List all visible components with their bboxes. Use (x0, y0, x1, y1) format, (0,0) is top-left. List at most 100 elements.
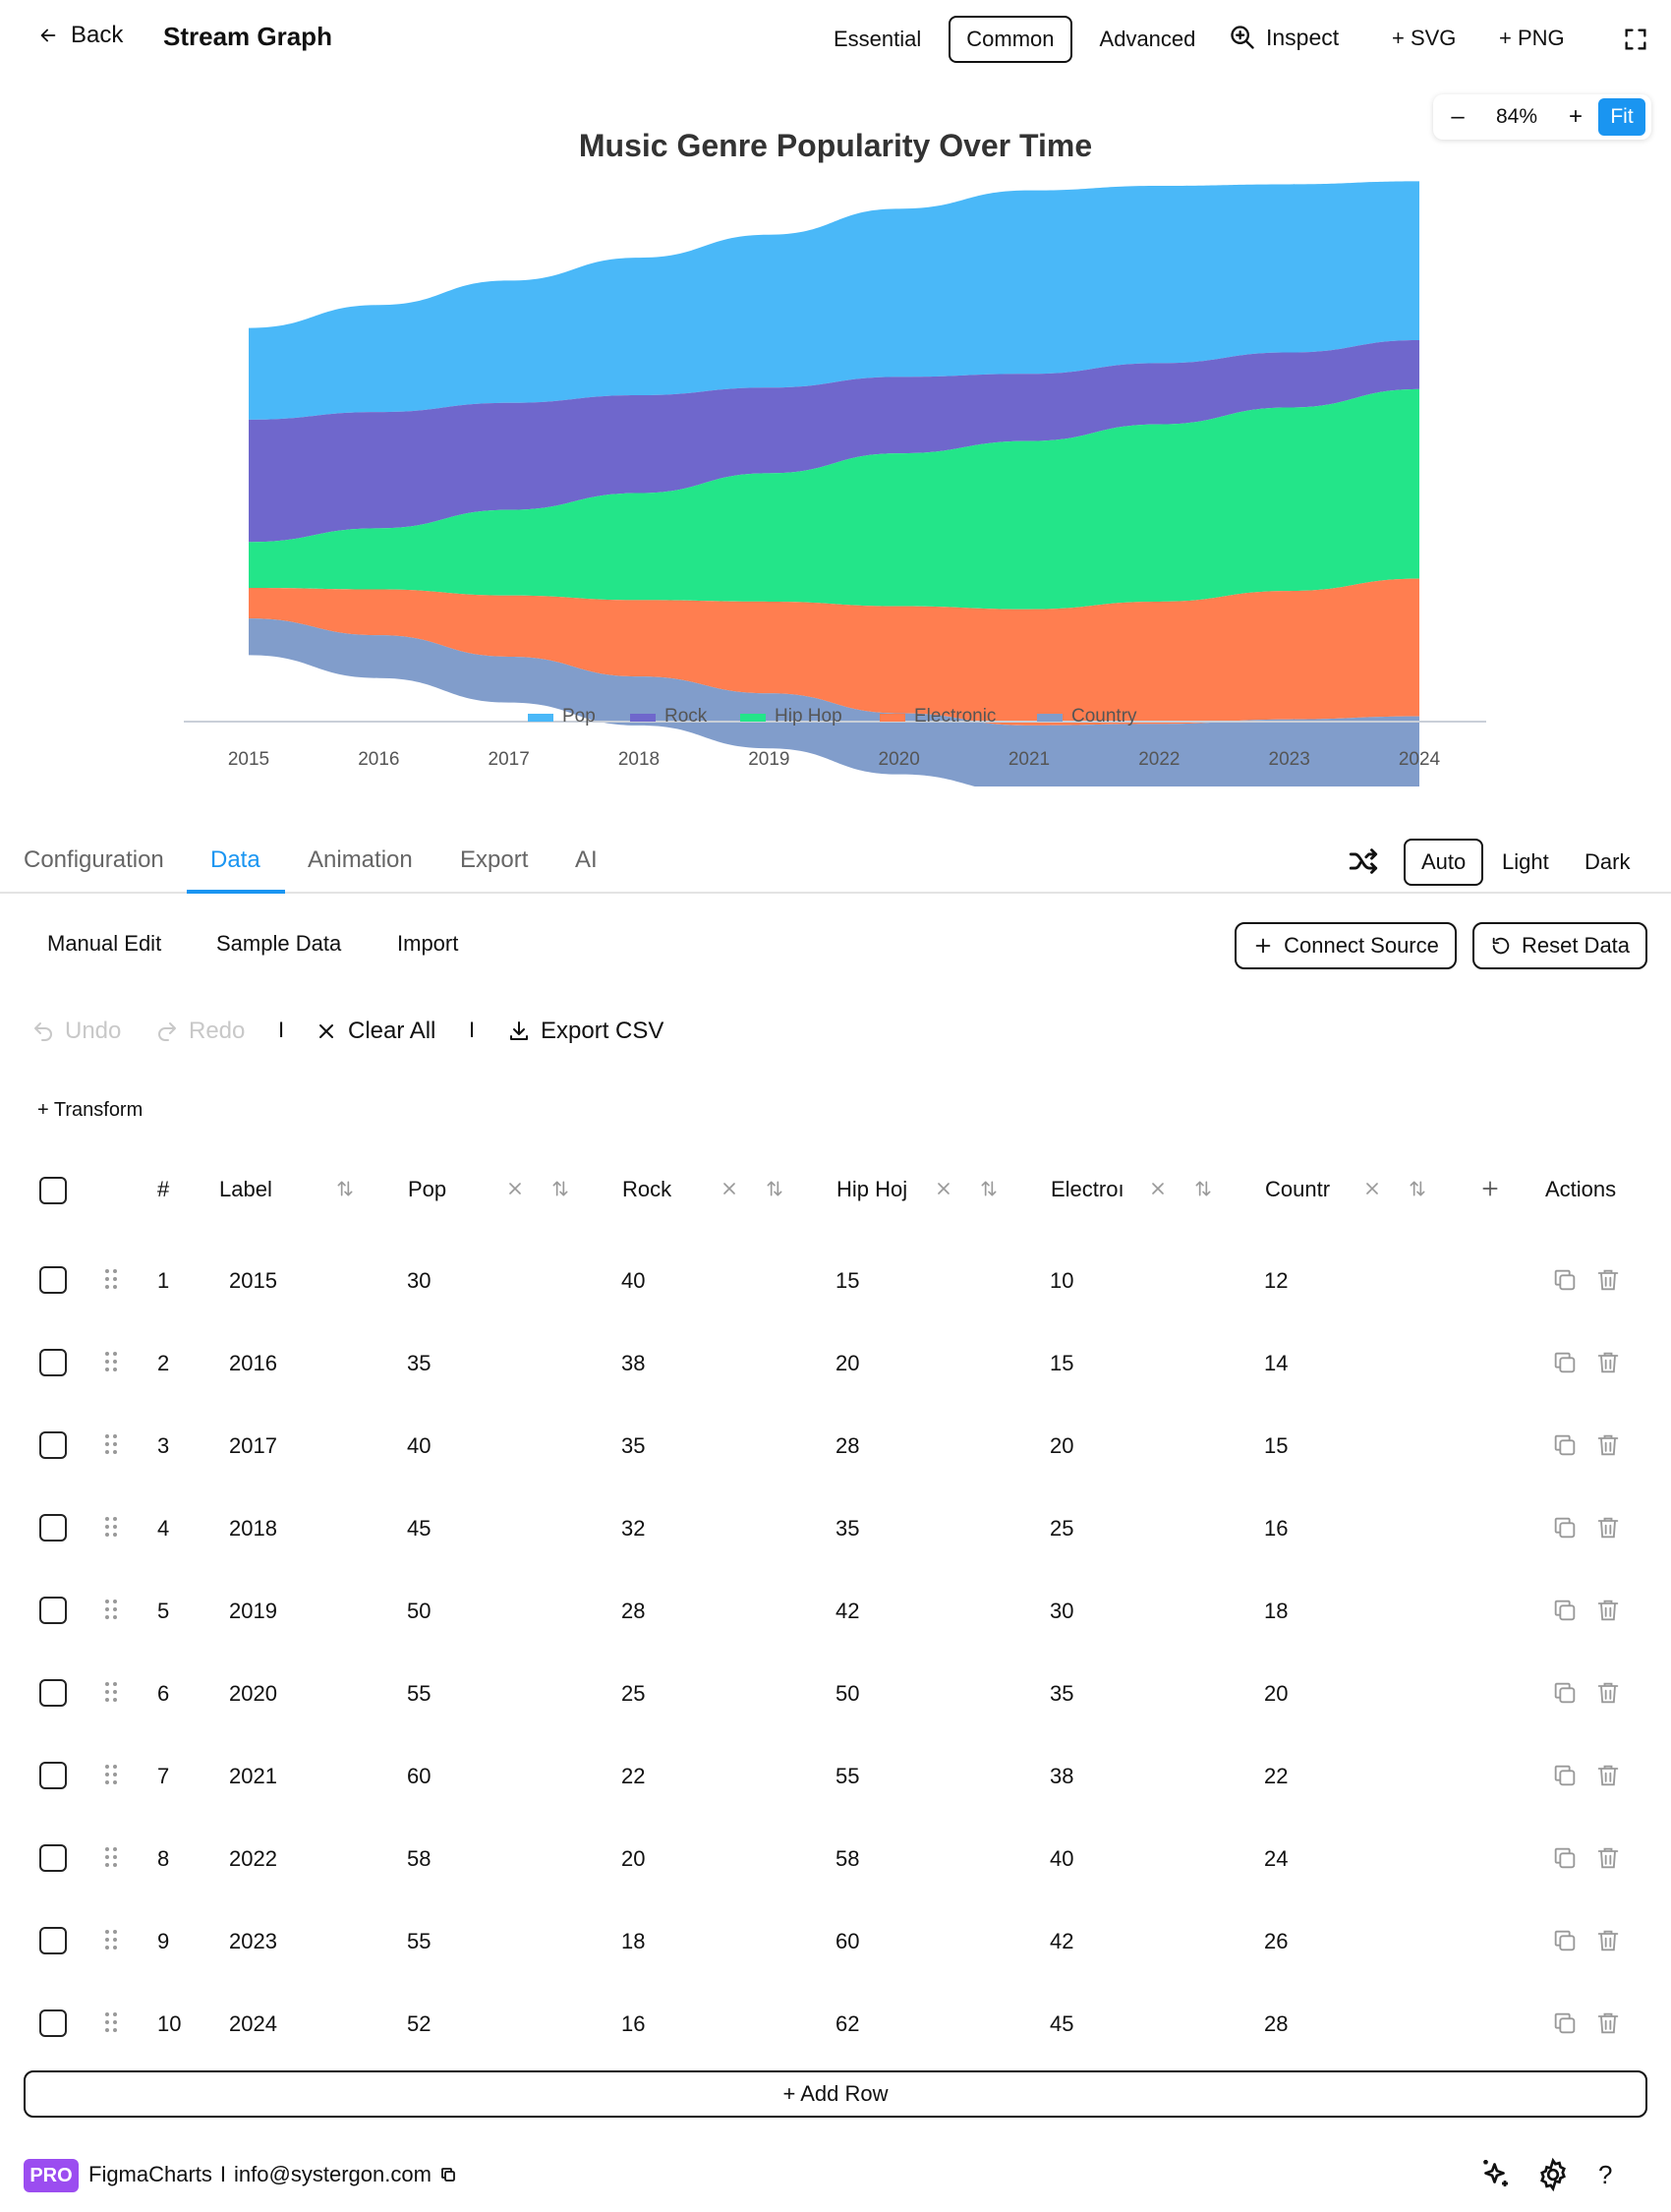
table-cell-hiphop[interactable]: 15 (836, 1268, 860, 1293)
table-cell-pop[interactable]: 58 (407, 1846, 432, 1871)
table-cell-pop[interactable]: 55 (407, 1681, 432, 1706)
table-cell-country[interactable]: 16 (1264, 1516, 1289, 1541)
sort-column-electronic-button[interactable] (1193, 1179, 1213, 1203)
delete-row-button[interactable] (1594, 1844, 1622, 1877)
table-cell-country[interactable]: 15 (1264, 1433, 1289, 1458)
table-cell-rock[interactable]: 18 (621, 1929, 646, 1953)
table-cell-rock[interactable]: 38 (621, 1351, 646, 1375)
table-cell-rock[interactable]: 22 (621, 1764, 646, 1788)
table-cell-pop[interactable]: 50 (407, 1599, 432, 1623)
inspect-button[interactable]: Inspect (1229, 24, 1339, 51)
delete-row-button[interactable] (1594, 1266, 1622, 1299)
table-cell-hiphop[interactable]: 50 (836, 1681, 860, 1706)
mode-essential-button[interactable]: Essential (834, 27, 922, 51)
duplicate-row-button[interactable] (1551, 1679, 1579, 1712)
table-cell-label[interactable]: 2015 (229, 1268, 277, 1293)
delete-row-button[interactable] (1594, 1927, 1622, 1959)
delete-row-button[interactable] (1594, 1349, 1622, 1381)
copy-icon[interactable] (439, 2166, 457, 2183)
legend-item-pop[interactable]: Pop (528, 706, 596, 727)
table-cell-electronic[interactable]: 35 (1050, 1681, 1074, 1706)
drag-handle-icon[interactable] (104, 1929, 118, 1955)
table-cell-pop[interactable]: 40 (407, 1433, 432, 1458)
table-cell-rock[interactable]: 35 (621, 1433, 646, 1458)
duplicate-row-button[interactable] (1551, 1514, 1579, 1546)
tab-animation[interactable]: Animation (308, 846, 413, 873)
table-cell-rock[interactable]: 28 (621, 1599, 646, 1623)
delete-row-button[interactable] (1594, 1514, 1622, 1546)
table-cell-rock[interactable]: 40 (621, 1268, 646, 1293)
redo-button[interactable]: Redo (155, 1018, 245, 1045)
table-cell-country[interactable]: 22 (1264, 1764, 1289, 1788)
subtab-sample-data[interactable]: Sample Data (216, 931, 342, 956)
table-cell-hiphop[interactable]: 60 (836, 1929, 860, 1953)
delete-row-button[interactable] (1594, 1679, 1622, 1712)
zoom-in-button[interactable]: + (1568, 103, 1583, 130)
table-cell-electronic[interactable]: 20 (1050, 1433, 1074, 1458)
back-button[interactable]: Back (37, 22, 123, 49)
row-checkbox[interactable] (39, 1844, 67, 1872)
remove-column-electronic-button[interactable] (1148, 1179, 1168, 1203)
sort-column-rock-button[interactable] (765, 1179, 784, 1203)
duplicate-row-button[interactable] (1551, 1762, 1579, 1794)
export-csv-button[interactable]: Export CSV (507, 1018, 663, 1045)
table-cell-label[interactable]: 2021 (229, 1764, 277, 1788)
table-cell-hiphop[interactable]: 28 (836, 1433, 860, 1458)
table-cell-label[interactable]: 2020 (229, 1681, 277, 1706)
connect-source-button[interactable]: Connect Source (1235, 922, 1457, 969)
table-cell-rock[interactable]: 25 (621, 1681, 646, 1706)
ai-sparkle-button[interactable] (1478, 2157, 1514, 2197)
undo-button[interactable]: Undo (31, 1018, 121, 1045)
table-cell-electronic[interactable]: 42 (1050, 1929, 1074, 1953)
tab-data[interactable]: Data (210, 846, 260, 873)
table-cell-electronic[interactable]: 45 (1050, 2011, 1074, 2036)
fit-button[interactable]: Fit (1598, 98, 1645, 136)
clear-all-button[interactable]: Clear All (315, 1018, 435, 1045)
tab-export[interactable]: Export (460, 846, 529, 873)
table-cell-hiphop[interactable]: 62 (836, 2011, 860, 2036)
theme-light-button[interactable]: Light (1502, 849, 1549, 874)
table-cell-label[interactable]: 2019 (229, 1599, 277, 1623)
select-all-checkbox[interactable] (39, 1177, 67, 1204)
table-cell-rock[interactable]: 32 (621, 1516, 646, 1541)
duplicate-row-button[interactable] (1551, 1597, 1579, 1629)
drag-handle-icon[interactable] (104, 1599, 118, 1625)
contact-email[interactable]: info@systergon.com (234, 2162, 432, 2186)
mode-advanced-button[interactable]: Advanced (1099, 27, 1196, 51)
row-checkbox[interactable] (39, 1762, 67, 1789)
table-cell-pop[interactable]: 55 (407, 1929, 432, 1953)
table-cell-pop[interactable]: 60 (407, 1764, 432, 1788)
add-column-button[interactable] (1480, 1179, 1500, 1203)
table-cell-country[interactable]: 24 (1264, 1846, 1289, 1871)
duplicate-row-button[interactable] (1551, 1431, 1579, 1464)
sort-column-pop-button[interactable] (550, 1179, 570, 1203)
legend-item-electronic[interactable]: Electronic (880, 706, 996, 727)
duplicate-row-button[interactable] (1551, 1266, 1579, 1299)
transform-button[interactable]: + Transform (37, 1099, 144, 1121)
tab-ai[interactable]: AI (575, 846, 598, 873)
row-checkbox[interactable] (39, 1266, 67, 1294)
remove-column-pop-button[interactable] (505, 1179, 525, 1203)
row-checkbox[interactable] (39, 1679, 67, 1707)
row-checkbox[interactable] (39, 1927, 67, 1954)
drag-handle-icon[interactable] (104, 1516, 118, 1543)
mode-common-button[interactable]: Common (949, 16, 1072, 63)
duplicate-row-button[interactable] (1551, 1349, 1579, 1381)
table-cell-hiphop[interactable]: 20 (836, 1351, 860, 1375)
theme-auto-button[interactable]: Auto (1404, 839, 1484, 886)
duplicate-row-button[interactable] (1551, 1927, 1579, 1959)
drag-handle-icon[interactable] (104, 1764, 118, 1790)
subtab-manual-edit[interactable]: Manual Edit (47, 931, 162, 956)
table-cell-electronic[interactable]: 40 (1050, 1846, 1074, 1871)
remove-column-rock-button[interactable] (720, 1179, 739, 1203)
zoom-out-button[interactable]: – (1451, 103, 1465, 130)
drag-handle-icon[interactable] (104, 1268, 118, 1295)
table-cell-rock[interactable]: 16 (621, 2011, 646, 2036)
table-cell-label[interactable]: 2017 (229, 1433, 277, 1458)
add-png-button[interactable]: + PNG (1499, 26, 1565, 50)
table-cell-electronic[interactable]: 30 (1050, 1599, 1074, 1623)
row-checkbox[interactable] (39, 1431, 67, 1459)
legend-item-rock[interactable]: Rock (630, 706, 708, 727)
legend-item-country[interactable]: Country (1037, 706, 1137, 727)
row-checkbox[interactable] (39, 2009, 67, 2037)
